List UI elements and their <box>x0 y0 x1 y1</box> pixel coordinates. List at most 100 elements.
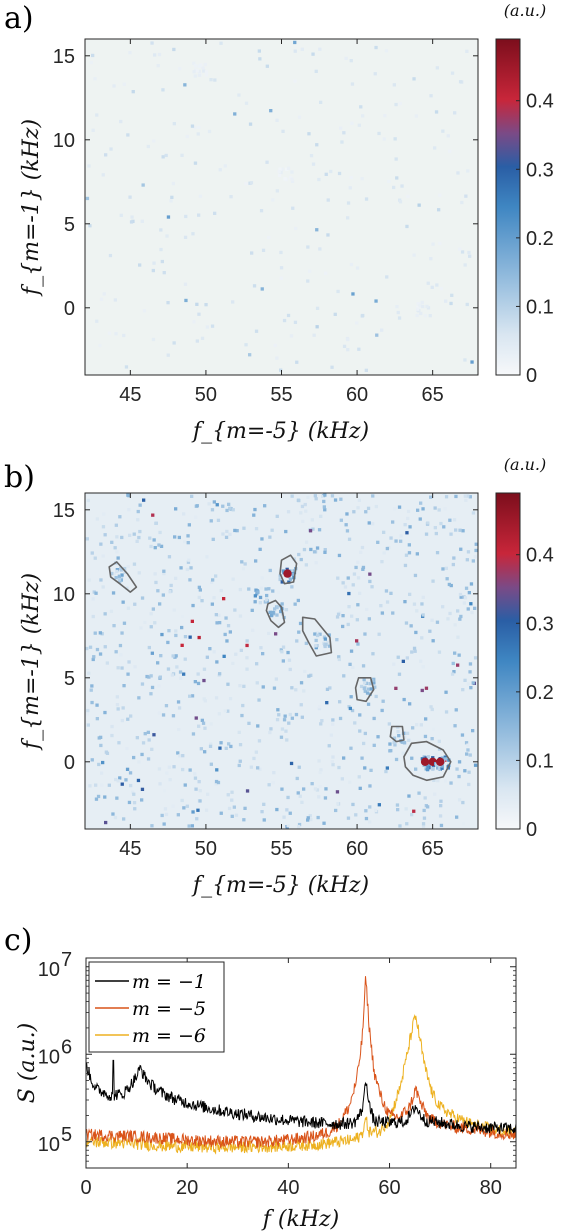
heatmap-cell <box>368 572 372 576</box>
heatmap-cell <box>205 555 209 559</box>
heatmap-cell <box>323 550 327 554</box>
heatmap-cell <box>377 632 381 636</box>
heatmap-cell <box>95 717 99 721</box>
panel-b-x-axis-label: f_{m=-5} (kHz) <box>191 873 369 898</box>
heatmap-cell <box>414 767 418 771</box>
heatmap-cell <box>395 803 400 807</box>
heatmap-cell <box>404 621 409 625</box>
heatmap-cell <box>394 102 398 107</box>
heatmap-cell <box>202 69 206 73</box>
heatmap-cell <box>463 596 468 600</box>
heatmap-cell <box>197 125 201 130</box>
heatmap-cell <box>171 654 175 658</box>
heatmap-cell <box>124 778 128 782</box>
x-tick-label: 65 <box>422 838 444 860</box>
heatmap-cell <box>112 572 116 576</box>
heatmap-cell <box>351 292 355 296</box>
heatmap-cell <box>294 712 299 717</box>
heatmap-cell <box>91 597 95 601</box>
contour <box>403 740 452 782</box>
heatmap-cell <box>420 300 424 305</box>
heatmap-cell <box>197 780 201 784</box>
heatmap-cell <box>162 789 167 793</box>
heatmap-cell <box>405 656 409 660</box>
heatmap-cell <box>130 215 134 219</box>
heatmap-cell <box>404 553 409 557</box>
contour <box>108 561 138 593</box>
heatmap-cell <box>260 287 264 291</box>
heatmap-cell <box>385 766 389 770</box>
heatmap-cell <box>348 662 352 666</box>
heatmap-cell <box>372 743 376 747</box>
heatmap-cell <box>421 613 425 617</box>
heatmap-cell <box>125 746 129 751</box>
heatmap-cell <box>469 582 474 586</box>
heatmap-cell <box>300 504 305 509</box>
heatmap-cell <box>209 519 213 523</box>
heatmap-cell <box>286 166 291 170</box>
heatmap-cell <box>397 734 401 738</box>
heatmap-cell <box>277 169 281 174</box>
heatmap-cell <box>214 696 219 700</box>
heatmap-cell <box>260 537 264 541</box>
heatmap-cell <box>366 506 371 510</box>
heatmap-cell <box>367 617 371 621</box>
heatmap-cell <box>161 593 165 597</box>
heatmap-cell <box>288 811 292 815</box>
heatmap-cell <box>233 608 237 612</box>
heatmap-cell <box>115 796 119 800</box>
heatmap-cell <box>291 206 295 210</box>
heatmap-cell <box>157 543 161 547</box>
heatmap-cell <box>183 635 188 639</box>
heatmap-cell <box>290 177 294 181</box>
heatmap-cell <box>295 639 299 643</box>
heatmap-cell <box>153 621 157 625</box>
heatmap-cell <box>318 47 322 51</box>
heatmap-cell <box>373 685 377 689</box>
heatmap-cell <box>113 546 117 550</box>
heatmap-cell <box>183 783 187 787</box>
heatmap-cell <box>316 815 320 820</box>
heatmap-cell <box>288 577 293 581</box>
heatmap-cell <box>183 83 187 87</box>
heatmap-cell <box>280 787 284 791</box>
heatmap-cell <box>347 605 351 609</box>
heatmap-cell <box>123 566 127 571</box>
heatmap-cell <box>197 585 201 589</box>
heatmap-cell <box>250 608 254 612</box>
heatmap-cell <box>95 647 100 652</box>
heatmap-cell <box>127 800 132 805</box>
heatmap-cell <box>90 551 94 555</box>
heatmap-cell <box>271 781 275 785</box>
heatmap-cell <box>189 566 193 570</box>
heatmap-cell <box>418 303 422 308</box>
heatmap-cell <box>226 793 230 797</box>
heatmap-cell <box>249 765 253 769</box>
heatmap-cell <box>209 722 213 726</box>
heatmap-cell <box>314 69 318 73</box>
heatmap-cell <box>443 755 447 759</box>
heatmap-cell <box>458 247 462 251</box>
heatmap-cell <box>322 505 326 509</box>
heatmap-cell <box>389 749 393 753</box>
y-tick-label: 0 <box>64 752 75 774</box>
heatmap-cell <box>421 665 425 669</box>
heatmap-cell <box>339 126 343 130</box>
heatmap-cell <box>196 681 201 686</box>
heatmap-cell <box>368 784 372 788</box>
heatmap-cell <box>191 232 195 236</box>
heatmap-cell <box>317 706 322 711</box>
heatmap-cell <box>417 791 421 795</box>
heatmap-cell <box>469 686 473 690</box>
heatmap-cell <box>280 650 284 654</box>
heatmap-cell <box>86 723 90 727</box>
heatmap-cell <box>136 509 140 514</box>
heatmap-cell <box>333 312 337 316</box>
heatmap-cell <box>468 662 473 666</box>
heatmap-cell <box>431 639 435 643</box>
heatmap-cell <box>190 694 195 698</box>
heatmap-cell <box>171 714 176 718</box>
heatmap-cell <box>116 707 120 711</box>
heatmap-cell <box>260 810 264 814</box>
heatmap-cell <box>459 614 463 619</box>
